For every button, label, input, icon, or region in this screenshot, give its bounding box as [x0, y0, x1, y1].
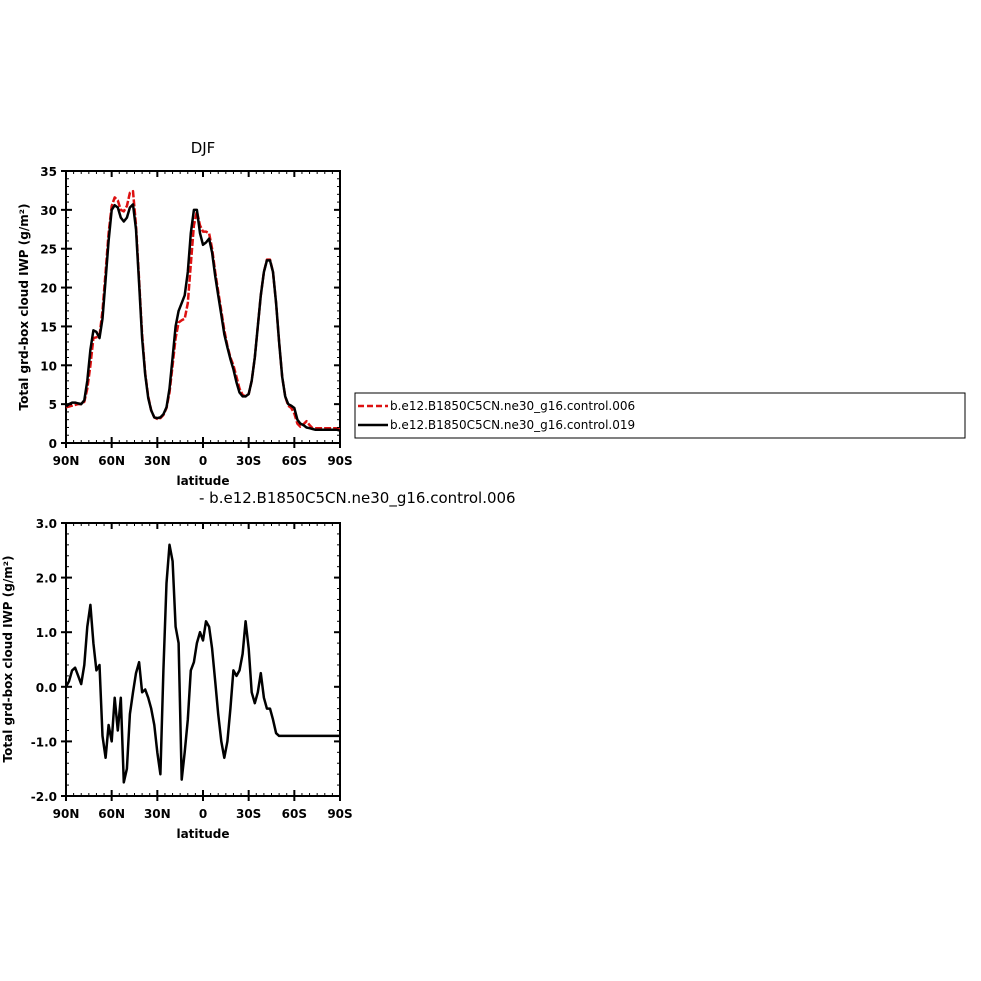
bottom-chart-title: - b.e12.B1850C5CN.ne30_g16.control.006	[199, 489, 516, 508]
bottom-panel: - b.e12.B1850C5CN.ne30_g16.control.006 9…	[1, 489, 516, 841]
top-y-tick-label: 10	[40, 359, 57, 373]
top-y-tick-label: 35	[40, 165, 57, 179]
top-y-tick-label: 20	[40, 282, 57, 296]
bottom-x-ticks: 90N 60N 30N 0 30S 60S 90S	[53, 523, 353, 821]
bottom-x-tick-label: 30S	[236, 807, 261, 821]
bottom-series-line-0	[64, 543, 340, 784]
top-chart-title: DJF	[191, 139, 216, 157]
legend-label-019: b.e12.B1850C5CN.ne30_g16.control.019	[390, 418, 635, 432]
bottom-x-tick-label: 0	[199, 807, 207, 821]
top-y-tick-label: 5	[49, 398, 57, 412]
top-series-lines	[65, 189, 341, 432]
bottom-y-tick-label: 0.0	[36, 681, 57, 695]
top-panel: DJF 90N 60N 30N 0 30S 60S 90S 0 5 10 15 20 25 30 35 l…	[17, 139, 353, 488]
bottom-y-axis-label: Total grd-box cloud IWP (g/m²)	[1, 556, 15, 763]
bottom-y-ticks: -2.0 -1.0 0.0 1.0 2.0 3.0	[31, 517, 340, 804]
top-series-line-0	[65, 189, 340, 430]
top-x-tick-label: 30S	[236, 454, 261, 468]
top-y-ticks: 0 5 10 15 20 25 30 35	[40, 165, 340, 451]
bottom-x-axis-label: latitude	[176, 827, 229, 841]
top-x-tick-label: 0	[199, 454, 207, 468]
top-x-ticks: 90N 60N 30N 0 30S 60S 90S	[53, 171, 353, 468]
top-x-tick-label: 30N	[144, 454, 171, 468]
top-y-tick-label: 15	[40, 320, 57, 334]
top-x-tick-label: 90N	[53, 454, 80, 468]
legend: b.e12.B1850C5CN.ne30_g16.control.006 b.e…	[354, 392, 966, 439]
bottom-x-tick-label: 60N	[98, 807, 125, 821]
bottom-x-tick-label: 60S	[282, 807, 307, 821]
bottom-y-tick-label: 3.0	[36, 517, 57, 531]
bottom-x-tick-label: 90N	[53, 807, 80, 821]
top-x-tick-label: 60N	[98, 454, 125, 468]
top-y-tick-label: 25	[40, 243, 57, 257]
legend-box	[354, 392, 966, 439]
top-x-axis-label: latitude	[176, 474, 229, 488]
top-series-line-1	[65, 203, 341, 432]
top-y-tick-label: 30	[40, 204, 57, 218]
top-x-tick-label: 60S	[282, 454, 307, 468]
bottom-x-tick-label: 90S	[327, 807, 352, 821]
top-y-axis-label: Total grd-box cloud IWP (g/m²)	[17, 204, 31, 411]
legend-label-006: b.e12.B1850C5CN.ne30_g16.control.006	[390, 399, 635, 413]
bottom-series-lines	[64, 543, 340, 784]
top-plot-frame	[65, 170, 341, 444]
bottom-y-tick-label: 1.0	[36, 626, 57, 640]
bottom-y-tick-label: 2.0	[36, 572, 57, 586]
bottom-x-tick-label: 30N	[144, 807, 171, 821]
bottom-y-tick-label: -1.0	[31, 735, 57, 749]
bottom-y-tick-label: -2.0	[31, 790, 57, 804]
top-x-tick-label: 90S	[327, 454, 352, 468]
top-y-tick-label: 0	[49, 437, 57, 451]
